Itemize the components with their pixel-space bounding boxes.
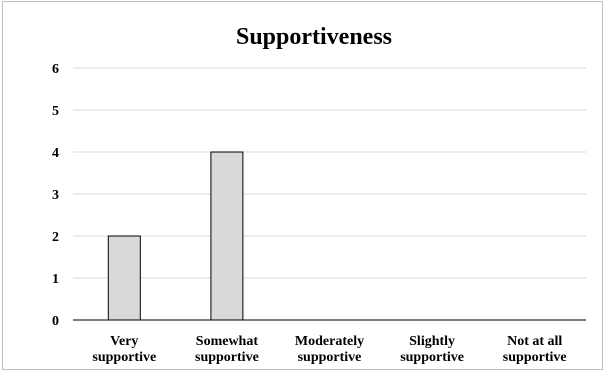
x-category-label: Somewhat supportive <box>195 334 259 365</box>
y-tick-label: 3 <box>52 188 59 203</box>
y-tick-label: 1 <box>52 272 59 287</box>
gridlines <box>73 67 586 279</box>
chart-title: Supportiveness <box>236 24 392 50</box>
y-tick-label: 0 <box>52 314 59 329</box>
bars <box>107 151 244 321</box>
y-tick-label: 2 <box>52 230 59 245</box>
y-tick-label: 5 <box>52 104 59 119</box>
y-tick-label: 4 <box>52 146 59 161</box>
y-axis-ticks: 0 1 2 3 4 5 6 <box>52 62 59 329</box>
bar <box>107 235 141 321</box>
x-category-label: Moderately supportive <box>295 334 364 365</box>
y-tick-label: 6 <box>52 62 59 77</box>
x-category-label: Very supportive <box>92 334 156 365</box>
x-axis-labels: Very supportive Somewhat supportive Moderate… <box>92 334 566 365</box>
x-category-label: Not at all supportive <box>503 334 567 365</box>
bar <box>210 151 244 321</box>
x-category-label: Slightly supportive <box>400 334 464 365</box>
